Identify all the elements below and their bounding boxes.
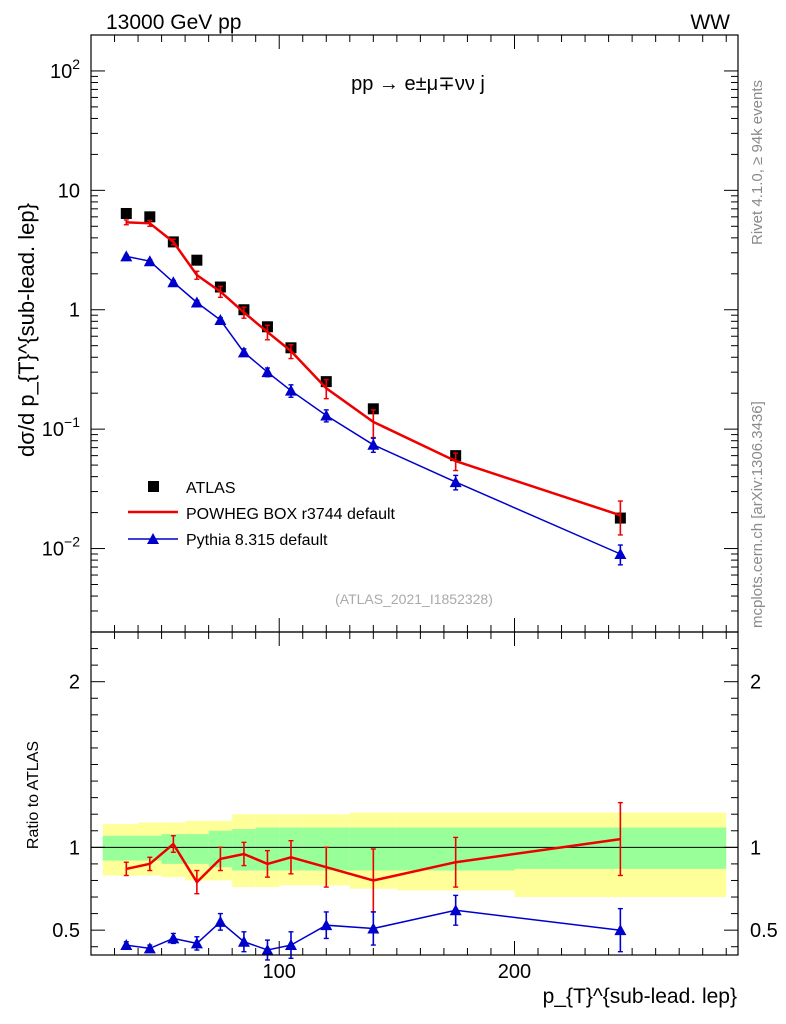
- pythia-ratio-point: [284, 939, 297, 951]
- ratio-y-tick-label-left: 2: [69, 672, 80, 694]
- x-tick-label: 100: [263, 961, 296, 983]
- pythia-ratio-point: [237, 935, 250, 947]
- atlas-point: [120, 207, 132, 219]
- main-y-ticks: 10−2 10−1 1 10 102: [42, 34, 738, 633]
- x-tick-label: 200: [498, 961, 531, 983]
- pythia-ratio-point: [449, 904, 462, 916]
- pythia-point: [367, 438, 380, 450]
- ratio-y-tick-label-right: 1: [750, 837, 761, 859]
- ratio-y-axis-label: Ratio to ATLAS: [25, 741, 42, 849]
- ratio-y-tick-label-right: 0.5: [750, 920, 778, 942]
- pythia-ratio-point: [190, 937, 203, 949]
- ratio-bands: [91, 812, 738, 898]
- atlas-point: [367, 403, 379, 415]
- legend-atlas-label: ATLAS: [186, 480, 236, 497]
- pythia-ratio-point: [614, 924, 627, 936]
- energy-label: 13000 GeV pp: [106, 11, 241, 34]
- pythia-point: [167, 276, 180, 288]
- x-axis-label: p_{T}^{sub-lead. lep}: [543, 985, 737, 1008]
- main-y-tick-label: 10−1: [42, 414, 80, 441]
- pythia-point: [237, 346, 250, 358]
- legend: ATLAS POWHEG BOX r3744 default Pythia 8.…: [128, 480, 396, 549]
- atlas-point: [144, 211, 156, 223]
- atlas-point: [191, 254, 203, 266]
- pythia-point: [449, 476, 462, 488]
- process-tag: WW: [690, 11, 730, 34]
- pythia-point: [614, 548, 627, 560]
- ratio-ticks: 0.5 0.5 1 1 2 2 100 200: [52, 632, 778, 983]
- main-y-tick-label: 10: [58, 180, 80, 202]
- pythia-point: [120, 250, 133, 262]
- pythia-ratio-point: [214, 915, 227, 927]
- ratio-panel: 0.5 0.5 1 1 2 2 100 200 Ratio to ATLAS: [25, 631, 778, 983]
- main-y-tick-label: 102: [50, 56, 80, 83]
- main-marks: [120, 207, 627, 566]
- powheg-ratio-line: [126, 837, 621, 885]
- ratio-y-tick-label-left: 0.5: [52, 920, 80, 942]
- analysis-id: (ATLAS_2021_I1852328): [335, 591, 493, 607]
- legend-pythia-marker: [147, 533, 159, 544]
- pythia-line: [126, 255, 621, 555]
- main-y-tick-label: 1: [69, 300, 80, 322]
- pythia-point: [143, 255, 156, 267]
- pythia-ratio-point: [167, 932, 180, 944]
- pythia-ratio-point: [261, 944, 274, 956]
- pythia-point: [284, 384, 297, 396]
- pythia-ratio-point: [143, 942, 156, 954]
- pythia-point: [190, 296, 203, 308]
- pythia-point: [261, 366, 274, 378]
- main-y-tick-label: 10−2: [42, 534, 80, 561]
- ratio-frame: [90, 631, 739, 956]
- green-band: [138, 835, 162, 861]
- ratio-marks: [120, 801, 627, 961]
- rivet-label: Rivet 4.1.0, ≥ 94k events: [749, 80, 766, 245]
- ratio-y-tick-label-left: 1: [69, 837, 80, 859]
- green-band: [102, 835, 139, 861]
- pythia-ratio-point: [367, 922, 380, 934]
- ratio-y-tick-label-right: 2: [750, 672, 761, 694]
- mcplots-label: mcplots.cern.ch [arXiv:1306.3436]: [749, 401, 766, 628]
- legend-atlas-marker: [148, 481, 159, 492]
- pythia-ratio-point: [120, 939, 133, 951]
- green-band: [185, 834, 209, 864]
- pythia-point: [320, 409, 333, 421]
- powheg-line: [126, 221, 621, 517]
- main-panel: pp → e±μ∓νν j (ATLAS_2021_I1852328) 10−2…: [14, 34, 739, 633]
- main-y-axis-label: dσ/d p_{T}^{sub-lead. lep}: [14, 203, 39, 457]
- pythia-point: [214, 314, 227, 326]
- legend-powheg-label: POWHEG BOX r3744 default: [186, 506, 396, 523]
- green-band: [255, 827, 280, 871]
- process-title: pp → e±μ∓νν j: [351, 73, 485, 95]
- pythia-ratio-point: [320, 919, 333, 931]
- legend-pythia-label: Pythia 8.315 default: [186, 532, 328, 549]
